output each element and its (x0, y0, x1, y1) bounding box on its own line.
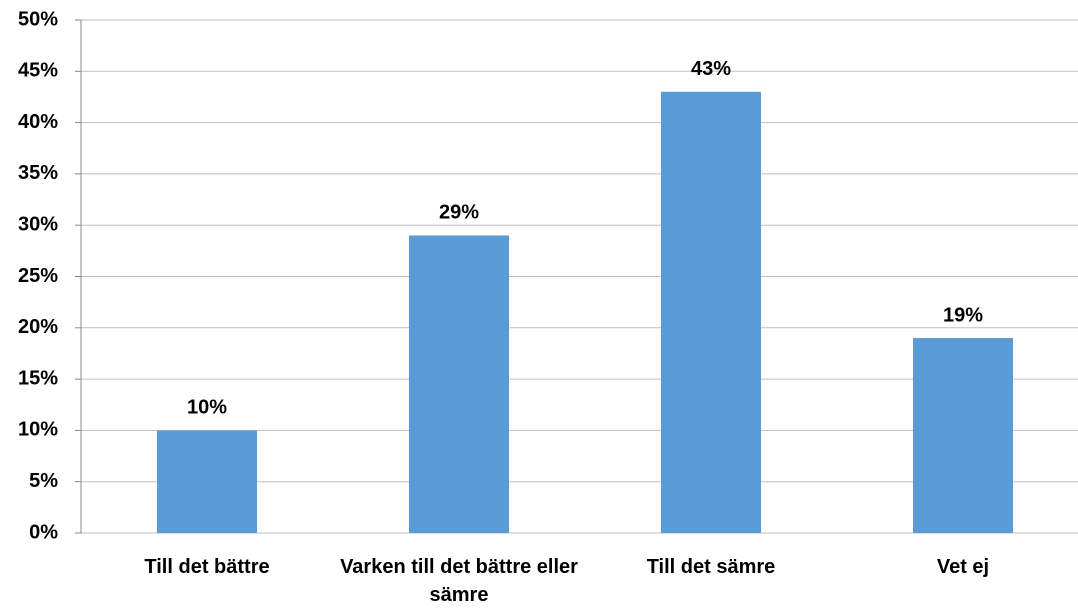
y-tick-label: 30% (18, 213, 58, 235)
x-tick-label: Varken till det bättre eller sämre (340, 556, 578, 606)
y-tick-label: 35% (18, 162, 58, 184)
y-tick-label: 40% (18, 111, 58, 133)
y-tick-label: 0% (29, 521, 58, 543)
y-tick-label: 20% (18, 316, 58, 338)
data-label: 43% (691, 58, 731, 80)
bar (661, 91, 761, 533)
bar (157, 430, 257, 533)
y-tick-label: 50% (18, 8, 58, 30)
x-tick-label: Till det sämre (646, 556, 776, 578)
x-tick-label: Vet ej (936, 556, 990, 578)
data-label: 19% (943, 304, 983, 326)
y-tick-label: 5% (29, 470, 58, 492)
y-tick-label: 25% (18, 265, 58, 287)
data-label: 10% (187, 397, 227, 419)
y-tick-label: 10% (18, 419, 58, 441)
y-tick-label: 15% (18, 367, 58, 389)
y-tick-label: 45% (18, 60, 58, 82)
bar (409, 235, 509, 533)
data-label: 29% (439, 202, 479, 224)
x-tick-label: Till det bättre (144, 556, 270, 578)
bar (913, 338, 1013, 533)
